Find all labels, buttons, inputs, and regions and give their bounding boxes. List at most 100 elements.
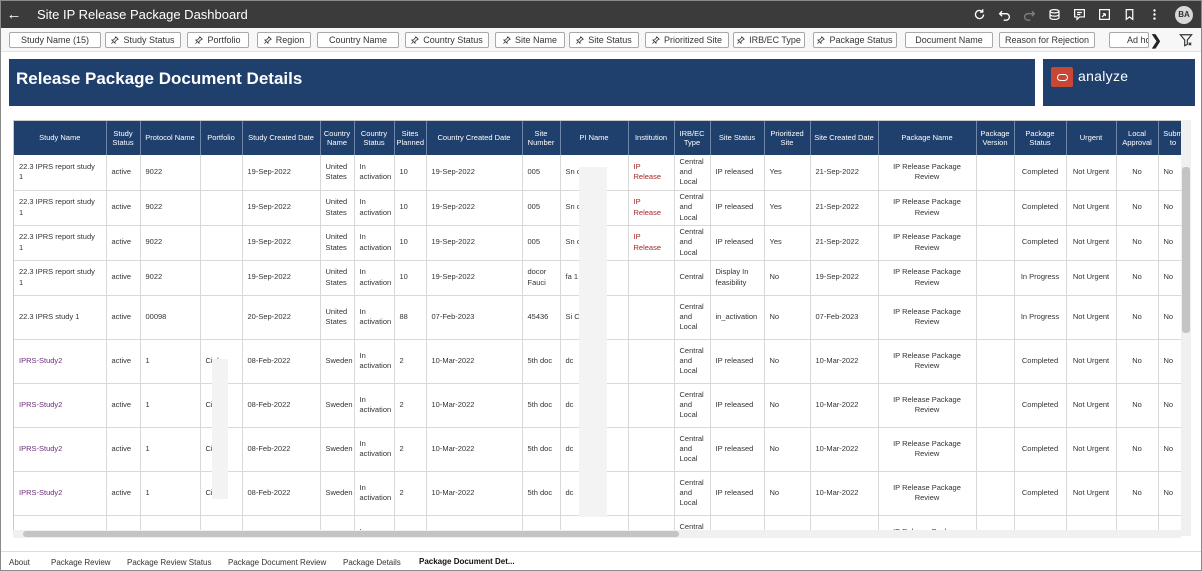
filter-chip-label: Package Status bbox=[829, 35, 893, 45]
table-cell: 2 bbox=[394, 383, 427, 428]
table-cell bbox=[628, 339, 675, 384]
filter-chip[interactable]: Document Name bbox=[905, 32, 993, 48]
filter-chip[interactable]: IRB/EC Type bbox=[733, 32, 805, 48]
refresh-icon[interactable] bbox=[967, 1, 992, 28]
column-header[interactable]: Prioritized Site bbox=[764, 121, 811, 155]
tab-about[interactable]: About bbox=[9, 557, 30, 567]
column-header[interactable]: Study Created Date bbox=[242, 121, 321, 155]
table-cell: active bbox=[106, 471, 141, 516]
column-header[interactable]: Study Name bbox=[14, 121, 107, 155]
table-cell: No bbox=[1158, 155, 1181, 191]
column-header[interactable]: Site Created Date bbox=[810, 121, 879, 155]
column-header[interactable]: Portfolio bbox=[200, 121, 243, 155]
table-row[interactable]: 22.3 IPRS report study 1 active 9022 19-Sep… bbox=[14, 155, 1181, 191]
column-header[interactable]: Site Number bbox=[522, 121, 561, 155]
table-cell: IP Release Package Review bbox=[878, 260, 977, 296]
table-cell: In Progress bbox=[1014, 295, 1067, 340]
table-cell: Sweden bbox=[320, 471, 355, 516]
filter-chip[interactable]: Country Status bbox=[405, 32, 489, 48]
table-row[interactable]: 22.3 IPRS report study 1 active 9022 19-Sep… bbox=[14, 260, 1181, 296]
filter-chip[interactable]: Package Status bbox=[813, 32, 897, 48]
chevron-right-icon[interactable]: ❯ bbox=[1150, 31, 1162, 48]
redo-icon[interactable] bbox=[1017, 1, 1042, 28]
column-header[interactable]: Institution bbox=[628, 121, 675, 155]
bookmark-icon[interactable] bbox=[1117, 1, 1142, 28]
table-cell: No bbox=[1158, 383, 1181, 428]
column-header[interactable]: Sites Planned bbox=[394, 121, 427, 155]
filter-icon[interactable] bbox=[1179, 33, 1193, 47]
table-cell: active bbox=[106, 339, 141, 384]
table-cell: IP Release Package Review bbox=[878, 295, 977, 340]
filter-chip[interactable]: Study Status bbox=[105, 32, 181, 48]
table-cell: 10 bbox=[394, 155, 427, 191]
table-cell: No bbox=[1116, 383, 1159, 428]
tab-package-review-status[interactable]: Package Review Status bbox=[127, 557, 212, 567]
table-cell: Sweden bbox=[320, 339, 355, 384]
column-header[interactable]: Study Status bbox=[106, 121, 141, 155]
table-cell: 19-Sep-2022 bbox=[426, 155, 523, 191]
tab-package-review[interactable]: Package Review bbox=[51, 557, 111, 567]
column-header[interactable]: Country Status bbox=[354, 121, 395, 155]
filter-chip[interactable]: Prioritized Site bbox=[645, 32, 729, 48]
column-header[interactable]: Urgent bbox=[1066, 121, 1117, 155]
filter-chip[interactable]: Reason for Rejection bbox=[999, 32, 1095, 48]
table-cell: Completed bbox=[1014, 339, 1067, 384]
table-cell bbox=[200, 190, 243, 226]
filter-chip-label: Study Name (15) bbox=[20, 35, 90, 45]
table-cell: 2 bbox=[394, 427, 427, 472]
filter-chip[interactable]: Study Name (15) bbox=[9, 32, 101, 48]
column-header[interactable]: Country Name bbox=[320, 121, 355, 155]
filter-chip[interactable]: Ad ho bbox=[1109, 32, 1149, 48]
column-header[interactable]: Country Created Date bbox=[426, 121, 523, 155]
more-icon[interactable] bbox=[1142, 1, 1167, 28]
column-header[interactable]: Site Status bbox=[710, 121, 765, 155]
present-icon[interactable] bbox=[1092, 1, 1117, 28]
filter-chip-label: Region bbox=[275, 35, 305, 45]
table-cell: 1 bbox=[140, 383, 201, 428]
column-header[interactable]: IRB/EC Type bbox=[674, 121, 711, 155]
back-arrow-icon[interactable]: ← bbox=[6, 6, 22, 23]
column-header[interactable]: Package Name bbox=[878, 121, 977, 155]
table-row[interactable]: 22.3 IPRS study 1 active 00098 20-Sep-2022 U… bbox=[14, 295, 1181, 340]
table-cell: IP Release Package Review bbox=[878, 155, 977, 191]
save-icon[interactable] bbox=[1042, 1, 1067, 28]
tab-package-document-review[interactable]: Package Document Review bbox=[228, 557, 327, 567]
column-header[interactable]: PI Name bbox=[560, 121, 629, 155]
column-header[interactable]: Package Version bbox=[976, 121, 1015, 155]
table-cell: United States bbox=[320, 155, 355, 191]
comment-icon[interactable] bbox=[1067, 1, 1092, 28]
avatar[interactable]: BA bbox=[1175, 5, 1193, 24]
table-row[interactable]: 22.3 IPRS report study 1 active 9022 19-Sep… bbox=[14, 225, 1181, 261]
column-header[interactable]: Local Approval bbox=[1116, 121, 1159, 155]
filter-chip-label: Reason for Rejection bbox=[1004, 35, 1090, 45]
filter-chip-label: Site Status bbox=[588, 35, 632, 45]
table-cell: United States bbox=[320, 295, 355, 340]
horizontal-scrollbar-thumb[interactable] bbox=[23, 531, 679, 537]
table-cell: 21-Sep-2022 bbox=[810, 190, 879, 226]
table-cell: Central and Local bbox=[674, 339, 711, 384]
filter-chip[interactable]: Country Name bbox=[317, 32, 399, 48]
table-cell: 9022 bbox=[140, 155, 201, 191]
table-cell bbox=[976, 471, 1015, 516]
column-header[interactable]: Protocol Name bbox=[140, 121, 201, 155]
vertical-scrollbar-thumb[interactable] bbox=[1182, 167, 1190, 333]
table-cell: Not Urgent bbox=[1066, 339, 1117, 384]
table-cell: 19-Sep-2022 bbox=[242, 155, 321, 191]
column-header[interactable]: Package Status bbox=[1014, 121, 1067, 155]
tab-package-details[interactable]: Package Details bbox=[343, 557, 401, 567]
filter-chip-label: Ad ho bbox=[1127, 35, 1149, 45]
table-cell bbox=[976, 339, 1015, 384]
table-cell: In activation bbox=[354, 339, 395, 384]
tab-package-document-det[interactable]: Package Document Det... bbox=[419, 552, 515, 570]
column-header[interactable]: Subm to bbox=[1158, 121, 1181, 155]
filter-chip[interactable]: Site Name bbox=[495, 32, 565, 48]
filter-chip[interactable]: Region bbox=[257, 32, 311, 48]
table-cell: In activation bbox=[354, 295, 395, 340]
undo-icon[interactable] bbox=[992, 1, 1017, 28]
filter-chip[interactable]: Site Status bbox=[569, 32, 639, 48]
filter-chip[interactable]: Portfolio bbox=[187, 32, 249, 48]
table-cell: 08-Feb-2022 bbox=[242, 383, 321, 428]
table-cell bbox=[200, 260, 243, 296]
